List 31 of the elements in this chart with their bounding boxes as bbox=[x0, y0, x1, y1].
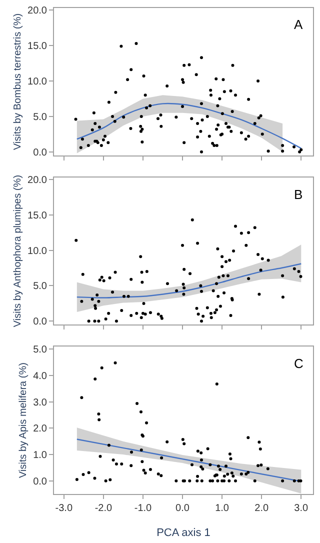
y-tick-label: 4.0 bbox=[33, 371, 48, 382]
x-tick-label: -3.0 bbox=[55, 503, 73, 514]
y-tick-label: 5.0 bbox=[33, 344, 48, 356]
x-tick-label: 1.0 bbox=[215, 503, 230, 514]
y-tick-label: 15.0 bbox=[28, 210, 48, 222]
y-axis-title: Visits by Anthophora plumipes (%) bbox=[12, 174, 24, 328]
y-tick-label: 0.0 bbox=[33, 476, 48, 488]
line-series bbox=[76, 263, 302, 298]
y-axis-title: Visits by Apis melifera (%) bbox=[18, 362, 30, 478]
annotation: B bbox=[294, 187, 303, 202]
annotation: A bbox=[294, 17, 303, 32]
y-tick-label: 2.0 bbox=[33, 424, 48, 435]
x-tick-label: -1.0 bbox=[134, 503, 152, 514]
annotation: C bbox=[294, 356, 304, 371]
y-tick-label: 10.0 bbox=[28, 76, 48, 88]
y-tick-label: 5.0 bbox=[33, 112, 48, 123]
y-tick-label: 5.0 bbox=[33, 281, 48, 292]
y-tick-label: 10.0 bbox=[28, 246, 48, 257]
x-axis-title: PCA axis 1 bbox=[156, 527, 210, 540]
x-tick-label: -2.0 bbox=[94, 503, 112, 514]
x-tick-label: 3.0 bbox=[294, 503, 309, 514]
y-tick-label: 3.0 bbox=[33, 397, 48, 408]
y-tick-label: 20.0 bbox=[28, 6, 48, 17]
x-tick-label: 0.0 bbox=[176, 503, 190, 514]
y-tick-label: 0.0 bbox=[33, 316, 48, 328]
y-tick-label: 0.0 bbox=[33, 147, 48, 158]
y-tick-label: 1.0 bbox=[33, 450, 48, 462]
y-tick-label: 20.0 bbox=[28, 174, 48, 186]
x-tick-label: 2.0 bbox=[254, 503, 269, 514]
y-axis-title: Visits by Bombus terrestris (%) bbox=[12, 13, 24, 150]
y-tick-label: 15.0 bbox=[28, 41, 48, 52]
